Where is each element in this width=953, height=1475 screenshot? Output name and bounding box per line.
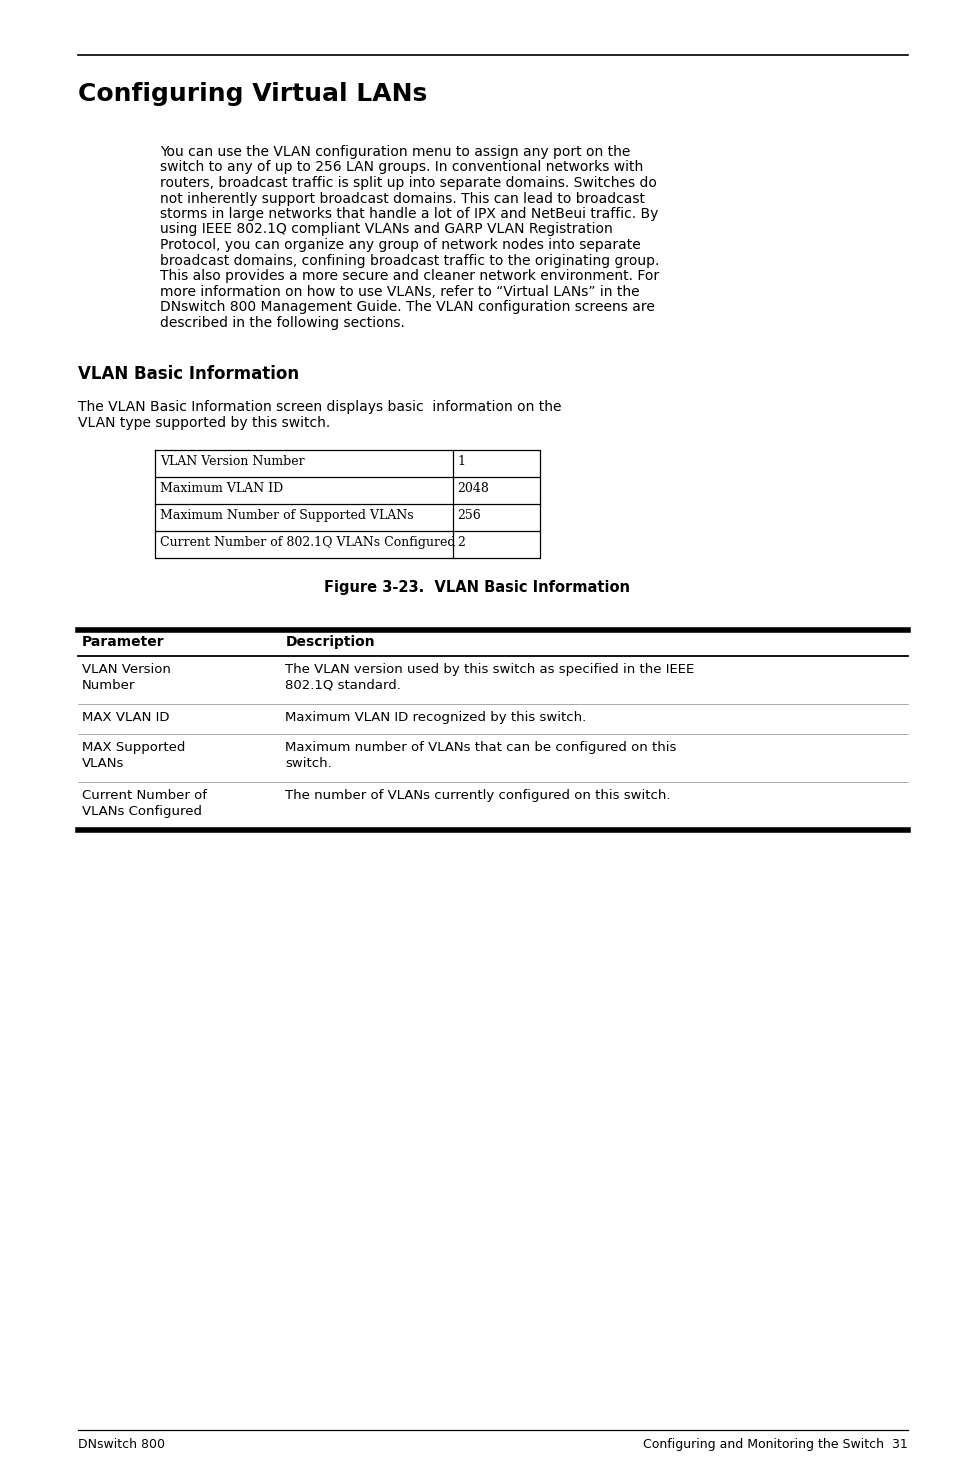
Text: storms in large networks that handle a lot of IPX and NetBeui traffic. By: storms in large networks that handle a l… [160,207,658,221]
Text: Protocol, you can organize any group of network nodes into separate: Protocol, you can organize any group of … [160,237,640,252]
Text: Configuring and Monitoring the Switch  31: Configuring and Monitoring the Switch 31 [642,1438,907,1451]
Text: VLAN type supported by this switch.: VLAN type supported by this switch. [78,416,330,429]
Text: DNswitch 800: DNswitch 800 [78,1438,165,1451]
Text: Current Number of: Current Number of [82,789,207,802]
Text: Current Number of 802.1Q VLANs Configured: Current Number of 802.1Q VLANs Configure… [160,535,456,549]
Text: routers, broadcast traffic is split up into separate domains. Switches do: routers, broadcast traffic is split up i… [160,176,657,190]
Text: 2: 2 [456,535,464,549]
Text: Maximum Number of Supported VLANs: Maximum Number of Supported VLANs [160,509,414,522]
Text: more information on how to use VLANs, refer to “Virtual LANs” in the: more information on how to use VLANs, re… [160,285,639,298]
Text: Maximum number of VLANs that can be configured on this: Maximum number of VLANs that can be conf… [285,740,676,754]
Text: VLAN Basic Information: VLAN Basic Information [78,364,299,384]
Text: Parameter: Parameter [82,636,165,649]
Text: 2048: 2048 [456,482,488,496]
Text: broadcast domains, confining broadcast traffic to the originating group.: broadcast domains, confining broadcast t… [160,254,659,267]
Text: MAX Supported: MAX Supported [82,740,186,754]
Text: switch.: switch. [285,757,332,770]
Text: MAX VLAN ID: MAX VLAN ID [82,711,170,724]
Text: DNswitch 800 Management Guide. The VLAN configuration screens are: DNswitch 800 Management Guide. The VLAN … [160,299,655,314]
Text: 802.1Q standard.: 802.1Q standard. [285,678,400,692]
Text: VLANs Configured: VLANs Configured [82,805,202,819]
Text: The VLAN version used by this switch as specified in the IEEE: The VLAN version used by this switch as … [285,662,694,676]
Text: Configuring Virtual LANs: Configuring Virtual LANs [78,83,427,106]
Text: Figure 3-23.  VLAN Basic Information: Figure 3-23. VLAN Basic Information [324,580,629,594]
Text: switch to any of up to 256 LAN groups. In conventional networks with: switch to any of up to 256 LAN groups. I… [160,161,643,174]
Text: Number: Number [82,678,135,692]
Text: using IEEE 802.1Q compliant VLANs and GARP VLAN Registration: using IEEE 802.1Q compliant VLANs and GA… [160,223,613,236]
Text: not inherently support broadcast domains. This can lead to broadcast: not inherently support broadcast domains… [160,192,644,205]
Text: You can use the VLAN configuration menu to assign any port on the: You can use the VLAN configuration menu … [160,145,630,159]
Text: VLAN Version: VLAN Version [82,662,171,676]
Text: The VLAN Basic Information screen displays basic  information on the: The VLAN Basic Information screen displa… [78,400,561,414]
Text: described in the following sections.: described in the following sections. [160,316,405,329]
Text: This also provides a more secure and cleaner network environment. For: This also provides a more secure and cle… [160,268,659,283]
Text: VLANs: VLANs [82,757,125,770]
Text: Description: Description [285,636,375,649]
Text: 1: 1 [456,454,464,468]
Text: VLAN Version Number: VLAN Version Number [160,454,305,468]
Text: Maximum VLAN ID recognized by this switch.: Maximum VLAN ID recognized by this switc… [285,711,586,724]
Text: Maximum VLAN ID: Maximum VLAN ID [160,482,283,496]
Text: 256: 256 [456,509,480,522]
Text: The number of VLANs currently configured on this switch.: The number of VLANs currently configured… [285,789,670,802]
